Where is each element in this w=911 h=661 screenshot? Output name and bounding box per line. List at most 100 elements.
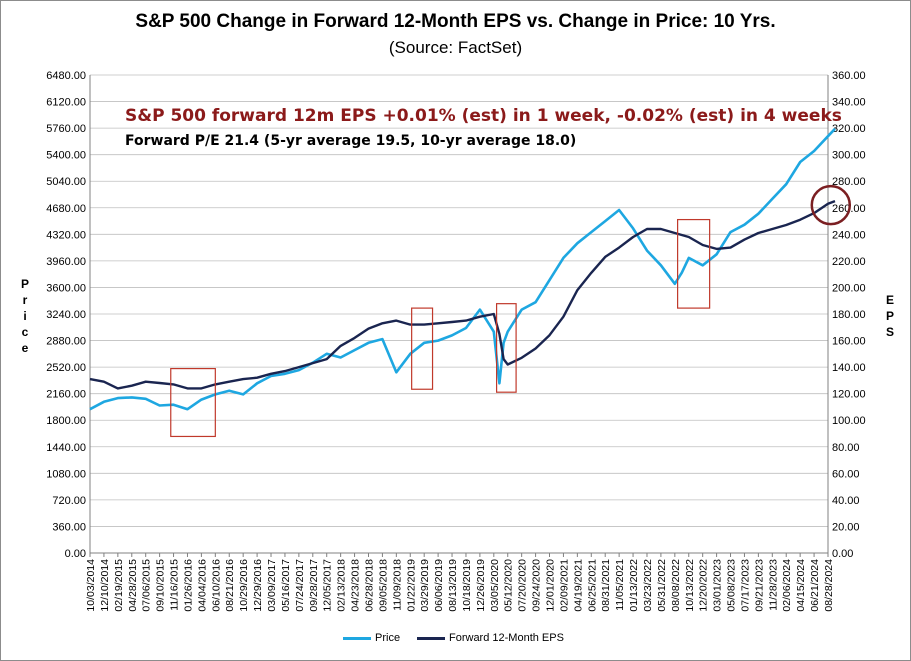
left-tick-label: 1440.00 xyxy=(46,442,86,454)
x-tick-label: 11/05/2021 xyxy=(614,559,626,611)
right-tick-label: 120.00 xyxy=(832,389,866,401)
highlight-box xyxy=(495,303,517,393)
legend-item-eps: Forward 12-Month EPS xyxy=(417,632,564,644)
right-tick-label: 0.00 xyxy=(832,548,853,560)
x-tick-label: 06/06/2019 xyxy=(433,559,445,612)
x-tick-label: 07/17/2023 xyxy=(739,559,751,612)
left-tick-label: 5040.00 xyxy=(46,176,86,188)
highlight-box xyxy=(411,307,434,390)
x-tick-label: 09/21/2023 xyxy=(753,559,765,612)
right-tick-label: 40.00 xyxy=(832,495,860,507)
x-tick-label: 01/26/2016 xyxy=(182,559,194,612)
eps-series-line xyxy=(89,199,836,390)
x-tick-label: 03/23/2022 xyxy=(642,559,654,612)
left-tick-label: 2160.00 xyxy=(46,389,86,401)
x-tick-label: 01/22/2019 xyxy=(405,559,417,612)
x-tick-label: 12/29/2016 xyxy=(252,559,264,612)
left-tick-label: 2520.00 xyxy=(46,362,86,374)
right-tick-label: 220.00 xyxy=(832,256,866,268)
x-tick-label: 10/18/2019 xyxy=(461,559,473,612)
x-tick-label: 07/06/2015 xyxy=(141,559,153,612)
highlight-box xyxy=(677,218,711,309)
x-tick-label: 12/20/2022 xyxy=(698,559,710,612)
x-tick-label: 11/28/2023 xyxy=(767,559,779,611)
left-tick-label: 5400.00 xyxy=(46,150,86,162)
right-tick-label: 140.00 xyxy=(832,362,866,374)
highlight-circle xyxy=(810,184,852,226)
left-tick-label: 360.00 xyxy=(52,521,86,533)
x-tick-label: 09/05/2018 xyxy=(377,559,389,612)
x-tick-label: 12/10/2014 xyxy=(99,559,111,612)
x-tick-label: 04/28/2015 xyxy=(127,559,139,612)
legend-label-eps: Forward 12-Month EPS xyxy=(449,632,564,644)
left-tick-label: 0.00 xyxy=(65,548,86,560)
right-tick-label: 60.00 xyxy=(832,468,860,480)
x-tick-label: 09/10/2015 xyxy=(155,559,167,612)
x-tick-label: 05/31/2022 xyxy=(656,559,668,612)
x-tick-label: 06/21/2024 xyxy=(809,559,821,612)
x-tick-label: 08/28/2024 xyxy=(823,559,835,612)
eps-change-annotation: S&P 500 forward 12m EPS +0.01% (est) in … xyxy=(125,106,842,126)
highlight-box xyxy=(170,367,216,438)
left-tick-label: 3960.00 xyxy=(46,256,86,268)
right-tick-label: 20.00 xyxy=(832,521,860,533)
right-tick-label: 280.00 xyxy=(832,176,866,188)
x-tick-label: 07/20/2020 xyxy=(517,559,529,612)
right-tick-label: 240.00 xyxy=(832,229,866,241)
right-tick-label: 100.00 xyxy=(832,415,866,427)
x-tick-label: 04/19/2021 xyxy=(572,559,584,612)
right-tick-label: 300.00 xyxy=(832,150,866,162)
x-tick-label: 05/16/2017 xyxy=(280,559,292,612)
x-tick-label: 03/29/2019 xyxy=(419,559,431,612)
x-tick-label: 03/01/2023 xyxy=(712,559,724,612)
x-tick-label: 04/15/2024 xyxy=(795,559,807,612)
x-tick-label: 09/28/2017 xyxy=(308,559,320,612)
chart-subtitle: (Source: FactSet) xyxy=(388,38,523,57)
left-tick-label: 1800.00 xyxy=(46,415,86,427)
legend-label-price: Price xyxy=(375,632,401,644)
left-tick-label: 1080.00 xyxy=(46,468,86,480)
legend: Price Forward 12-Month EPS xyxy=(0,632,911,652)
x-tick-label: 05/08/2023 xyxy=(726,559,738,612)
left-tick-label: 4680.00 xyxy=(46,203,86,215)
left-tick-label: 4320.00 xyxy=(46,229,86,241)
x-tick-label: 02/06/2024 xyxy=(781,559,793,612)
x-tick-label: 06/10/2016 xyxy=(210,559,222,612)
x-tick-label: 06/28/2018 xyxy=(363,559,375,612)
x-tick-label: 11/16/2015 xyxy=(169,559,181,611)
right-tick-label: 180.00 xyxy=(832,309,866,321)
right-tick-label: 160.00 xyxy=(832,336,866,348)
x-tick-label: 03/05/2020 xyxy=(489,559,501,612)
chart-title: S&P 500 Change in Forward 12-Month EPS v… xyxy=(135,11,776,32)
right-tick-label: 360.00 xyxy=(832,70,866,82)
left-tick-label: 3600.00 xyxy=(46,282,86,294)
x-tick-label: 05/12/2020 xyxy=(503,559,515,612)
left-tick-label: 3240.00 xyxy=(46,309,86,321)
right-tick-label: 320.00 xyxy=(832,123,866,135)
left-tick-label: 6120.00 xyxy=(46,97,86,109)
legend-item-price: Price xyxy=(343,632,400,644)
x-tick-label: 10/29/2016 xyxy=(238,559,250,612)
x-tick-label: 06/25/2021 xyxy=(586,559,598,612)
x-tick-label: 09/24/2020 xyxy=(531,559,543,612)
x-tick-label: 10/13/2022 xyxy=(684,559,696,612)
x-tick-label: 08/31/2021 xyxy=(600,559,612,612)
x-tick-label: 08/13/2019 xyxy=(447,559,459,612)
x-tick-label: 08/08/2022 xyxy=(670,559,682,612)
x-tick-label: 04/23/2018 xyxy=(350,559,362,612)
x-tick-label: 04/04/2016 xyxy=(196,559,208,612)
right-tick-label: 340.00 xyxy=(832,97,866,109)
left-tick-label: 5760.00 xyxy=(46,123,86,135)
x-tick-label: 12/01/2020 xyxy=(545,559,557,612)
x-tick-label: 07/24/2017 xyxy=(294,559,306,612)
x-tick-label: 11/09/2018 xyxy=(391,559,403,611)
x-tick-label: 12/26/2019 xyxy=(475,559,487,612)
legend-swatch-price xyxy=(343,636,371,640)
forward-pe-annotation: Forward P/E 21.4 (5-yr average 19.5, 10-… xyxy=(125,133,577,149)
left-tick-label: 720.00 xyxy=(52,495,86,507)
right-tick-label: 80.00 xyxy=(832,442,860,454)
legend-swatch-eps xyxy=(417,636,445,640)
